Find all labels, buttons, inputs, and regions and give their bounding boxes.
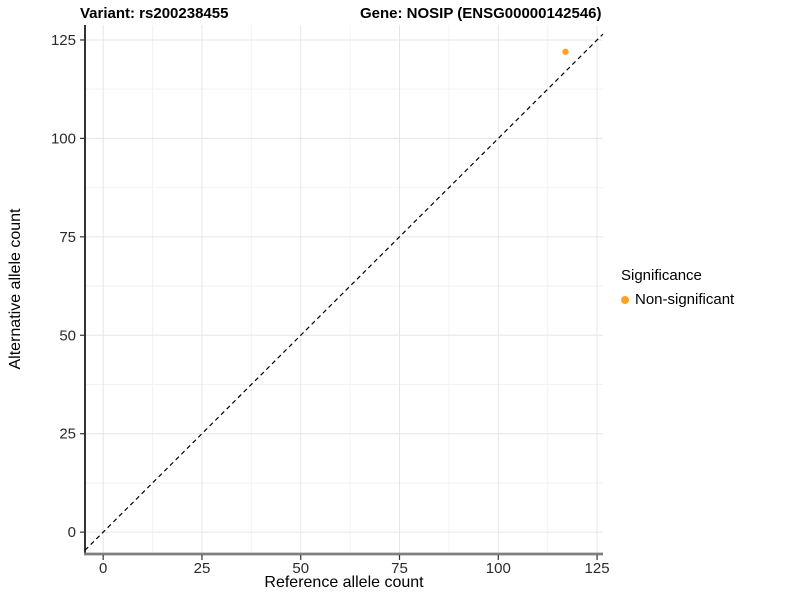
legend-title: Significance <box>621 267 702 284</box>
y-axis-title: Alternative allele count <box>7 208 24 370</box>
y-tick-label: 125 <box>51 32 76 49</box>
x-tick-label: 50 <box>292 560 309 577</box>
y-tick-label: 100 <box>51 130 76 147</box>
y-tick-label: 0 <box>68 524 76 541</box>
y-tick-label: 50 <box>59 327 76 344</box>
identity-line <box>84 33 604 551</box>
legend-item: Non-significant <box>621 291 734 308</box>
x-tick-label: 75 <box>391 560 408 577</box>
legend-item-label: Non-significant <box>635 291 735 308</box>
x-axis-title: Reference allele count <box>264 574 424 591</box>
x-tick-label: 100 <box>486 560 511 577</box>
gene-title: Gene: NOSIP (ENSG00000142546) <box>360 5 602 22</box>
legend: Significance Non-significant <box>621 267 734 308</box>
y-tick-label: 25 <box>59 426 76 443</box>
legend-dot-icon <box>621 295 629 304</box>
legend-items: Non-significant <box>621 291 734 308</box>
y-tick-label: 75 <box>59 229 76 246</box>
panel-background <box>85 25 603 553</box>
variant-title: Variant: rs200238455 <box>80 5 229 22</box>
x-tick-label: 125 <box>585 560 610 577</box>
data-point <box>562 48 569 55</box>
x-tick-label: 25 <box>194 560 211 577</box>
x-tick-label: 0 <box>99 560 107 577</box>
